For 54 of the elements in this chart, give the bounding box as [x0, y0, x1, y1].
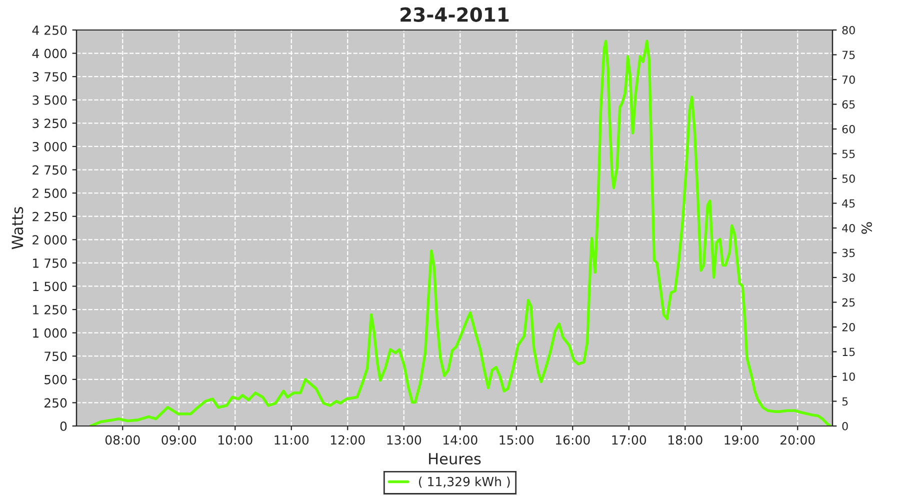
x-tick-label: 15:00 [500, 435, 534, 445]
y2-tick-label: 60 [842, 124, 855, 134]
y2-axis-title: % [861, 222, 872, 234]
y-tick-label: 2 000 [32, 235, 67, 245]
x-tick-label: 12:00 [330, 435, 365, 445]
x-tick-label: 18:00 [668, 435, 702, 445]
y-tick-label: 0 [60, 421, 67, 431]
y2-tick-label: 75 [842, 50, 855, 60]
y2-tick-label: 55 [842, 150, 855, 158]
y2-tick-label: 25 [842, 298, 855, 307]
y-tick-label: 2 500 [32, 188, 67, 198]
y-tick-label: 3 750 [32, 72, 67, 82]
legend-label: ( 11,329 kWh ) [418, 476, 510, 488]
y-tick-label: 4 250 [32, 25, 67, 35]
y2-tick-label: 45 [842, 199, 855, 208]
y-tick-label: 500 [44, 374, 67, 384]
y2-tick-label: 50 [842, 174, 855, 183]
y-tick-label: 3 000 [32, 142, 67, 152]
y2-tick-label: 35 [842, 248, 855, 258]
y-tick-label: 250 [44, 398, 67, 408]
y-tick-label: 1 250 [33, 305, 67, 314]
y2-tick-label: 10 [842, 372, 855, 381]
x-tick-label: 14:00 [443, 435, 478, 445]
x-tick-label: 17:00 [612, 435, 646, 445]
y2-tick-label: 5 [842, 397, 848, 406]
x-tick-label: 08:00 [105, 435, 140, 445]
y-tick-label: 2 750 [32, 165, 67, 175]
x-tick-label: 09:00 [162, 435, 196, 445]
x-tick-label: 11:00 [274, 435, 309, 445]
x-tick-label: 20:00 [780, 435, 815, 445]
x-axis-title: Heures [429, 453, 481, 465]
y2-tick-label: 30 [842, 273, 855, 282]
y2-tick-label: 80 [842, 26, 855, 34]
y-tick-label: 1 000 [33, 328, 67, 338]
y-tick-label: 2 250 [32, 212, 67, 222]
y2-tick-label: 40 [842, 224, 855, 232]
y2-tick-label: 65 [842, 100, 855, 109]
y-tick-label: 4 000 [32, 48, 67, 58]
y2-tick-label: 20 [842, 322, 855, 332]
x-tick-label: 16:00 [556, 435, 590, 445]
y2-tick-label: 70 [842, 75, 855, 84]
y-tick-label: 1 750 [33, 258, 67, 268]
y-tick-label: 750 [44, 352, 67, 362]
x-tick-label: 13:00 [387, 435, 422, 445]
y-tick-label: 3 500 [32, 95, 67, 105]
y2-tick-label: 0 [842, 422, 848, 430]
chart-title: 23-4-2011 [400, 7, 509, 22]
y-axis-title: Watts [12, 207, 24, 250]
x-tick-label: 10:00 [218, 435, 252, 445]
line-series [89, 40, 832, 426]
y-tick-label: 3 250 [32, 118, 67, 128]
y2-tick-label: 15 [842, 348, 855, 356]
x-tick-label: 19:00 [724, 435, 759, 445]
y-tick-label: 1 500 [33, 282, 67, 292]
